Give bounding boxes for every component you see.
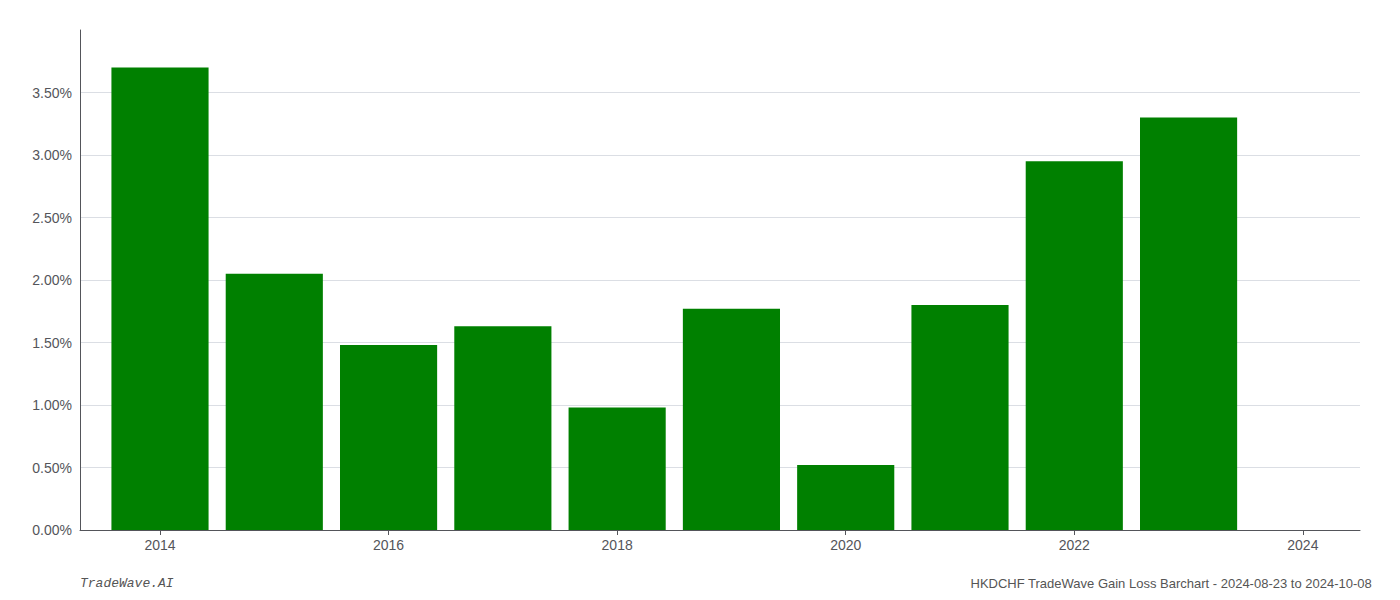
svg-text:2020: 2020 xyxy=(830,537,861,553)
svg-text:3.00%: 3.00% xyxy=(32,147,72,163)
svg-text:2016: 2016 xyxy=(373,537,404,553)
svg-text:2.50%: 2.50% xyxy=(32,210,72,226)
svg-text:2014: 2014 xyxy=(144,537,175,553)
svg-text:3.50%: 3.50% xyxy=(32,85,72,101)
svg-text:2018: 2018 xyxy=(602,537,633,553)
svg-text:TradeWave.AI: TradeWave.AI xyxy=(80,576,174,591)
svg-text:1.50%: 1.50% xyxy=(32,335,72,351)
svg-text:HKDCHF TradeWave Gain Loss Bar: HKDCHF TradeWave Gain Loss Barchart - 20… xyxy=(970,576,1371,591)
svg-text:0.00%: 0.00% xyxy=(32,522,72,538)
svg-text:0.50%: 0.50% xyxy=(32,460,72,476)
svg-text:2.00%: 2.00% xyxy=(32,272,72,288)
svg-text:1.00%: 1.00% xyxy=(32,397,72,413)
svg-text:2022: 2022 xyxy=(1059,537,1090,553)
svg-text:2024: 2024 xyxy=(1287,537,1318,553)
